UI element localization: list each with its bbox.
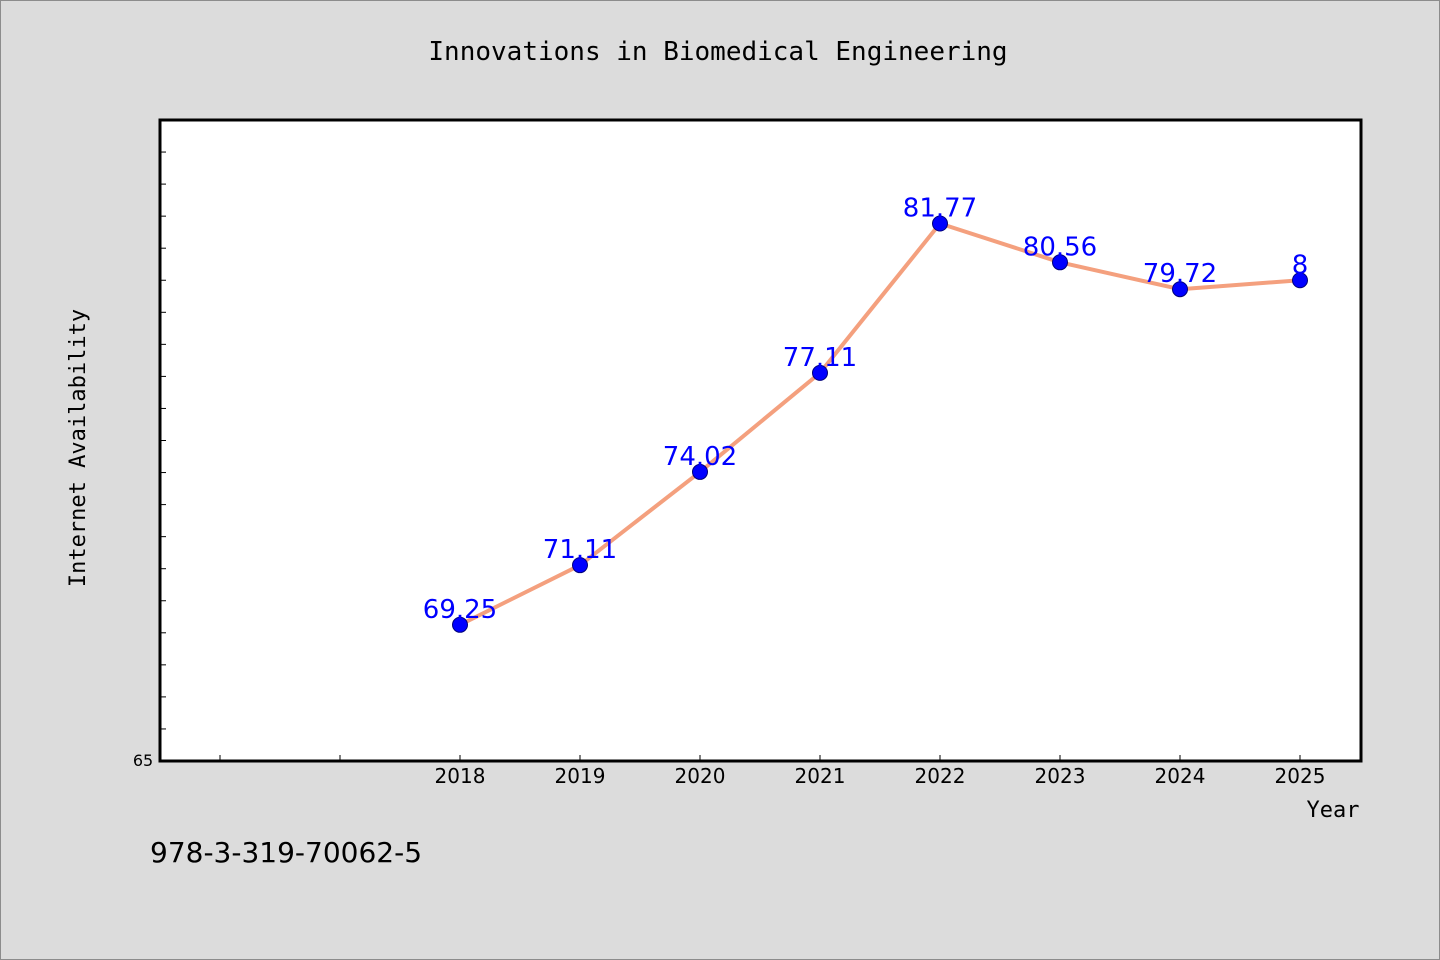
- data-point: [1052, 254, 1068, 271]
- data-point: [692, 463, 708, 480]
- chart-title: Innovations in Biomedical Engineering: [428, 37, 1007, 67]
- y-axis-ticks: [160, 151, 166, 730]
- plot-area: [158, 118, 1363, 763]
- data-label: 77.11: [783, 343, 857, 373]
- isbn-text: 978-3-319-70062-5: [150, 836, 422, 869]
- y-axis-label: Internet Availability: [66, 309, 91, 587]
- data-point: [572, 557, 588, 574]
- series-line-group: [458, 221, 1302, 627]
- data-label: 69.25: [423, 595, 497, 625]
- data-point: [932, 215, 948, 232]
- x-tick-label: 2025: [1275, 764, 1326, 788]
- data-labels: 69.25 71.11 74.02 77.11 81.77 80.56 79.72 8: [423, 194, 1308, 625]
- x-tick-label: 2022: [915, 764, 966, 788]
- x-tick-label: 2023: [1035, 764, 1086, 788]
- series-line: [458, 221, 1302, 627]
- data-point: [452, 616, 468, 633]
- data-point: [1292, 272, 1308, 289]
- x-tick-label: 2024: [1155, 764, 1206, 788]
- y-tick-label: 65: [133, 751, 153, 770]
- x-tick-label: 2019: [555, 764, 606, 788]
- data-label: 81.77: [903, 194, 977, 224]
- data-point: [812, 364, 828, 381]
- data-label: 74.02: [663, 442, 737, 472]
- data-points: [452, 215, 1308, 633]
- x-axis-label: Year: [1307, 798, 1360, 823]
- x-tick-label: 2020: [675, 764, 726, 788]
- data-point: [1172, 281, 1188, 298]
- x-tick-label: 2021: [795, 764, 846, 788]
- data-label: 71.11: [543, 535, 617, 565]
- data-label: 79.72: [1143, 259, 1217, 289]
- data-label: 8: [1292, 250, 1309, 280]
- data-label: 80.56: [1023, 232, 1097, 262]
- x-tick-label: 2018: [435, 764, 486, 788]
- x-axis-ticks: 2018 2019 2020 2021 2022 2023 2024 2025: [219, 755, 1326, 788]
